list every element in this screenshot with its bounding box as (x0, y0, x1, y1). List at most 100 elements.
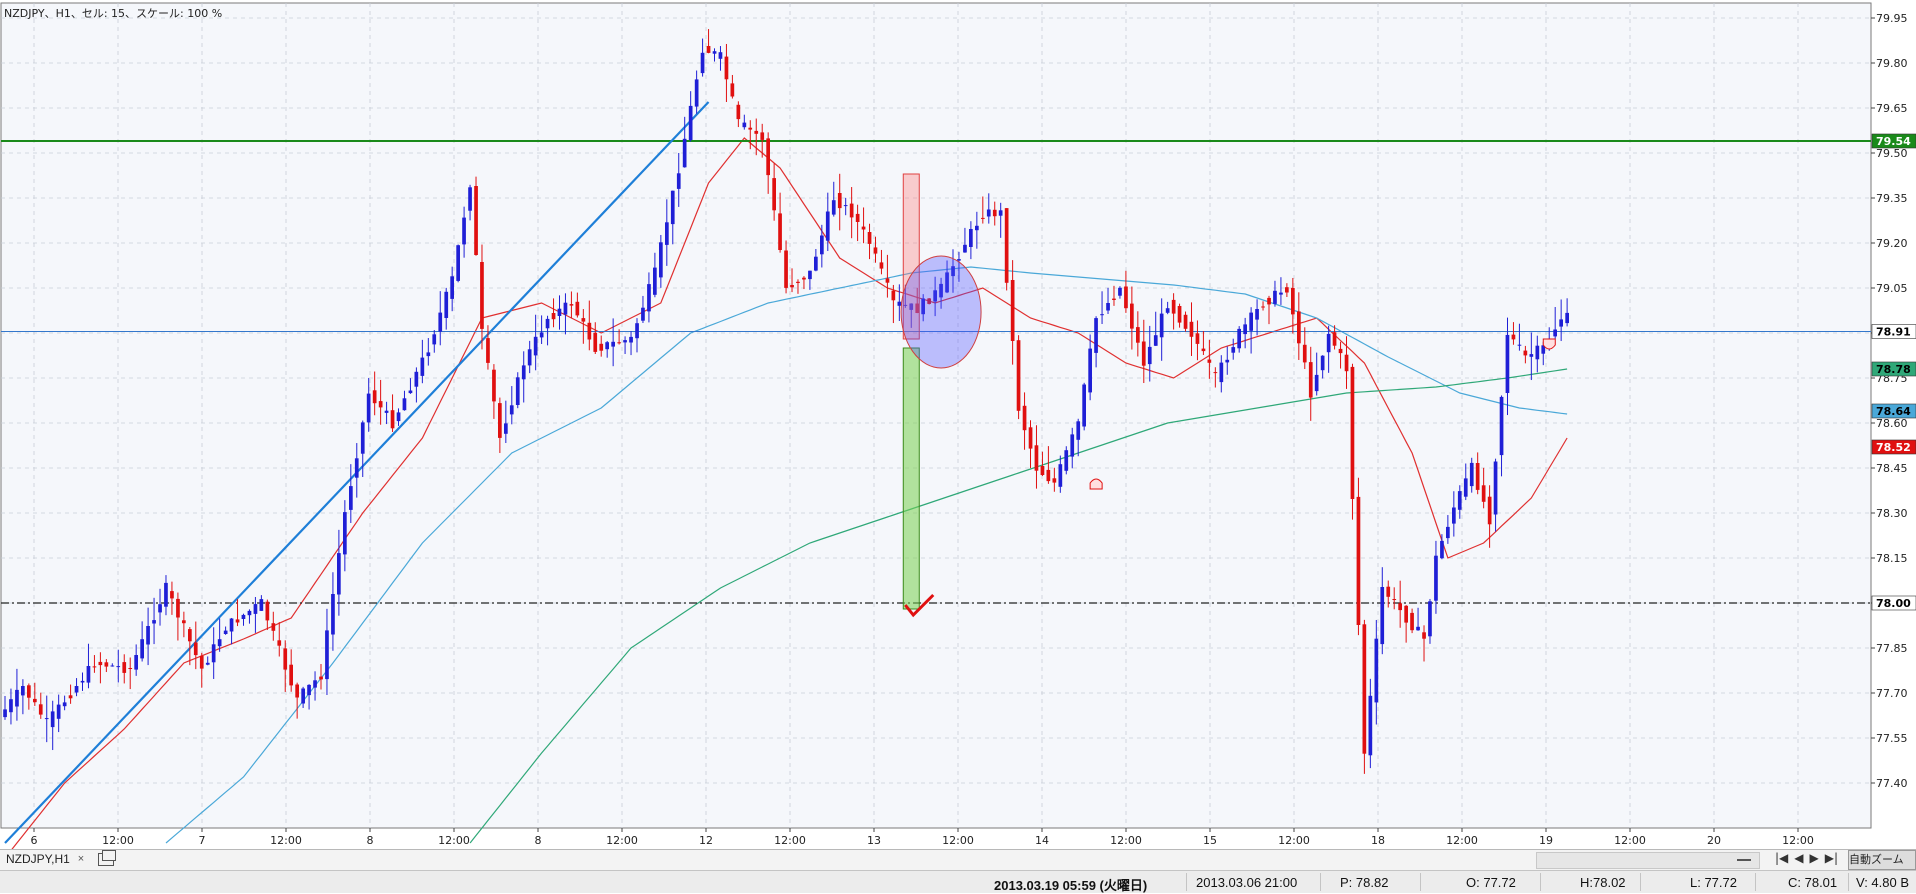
candle-body (945, 272, 949, 293)
candle-body (891, 290, 896, 301)
candle-body (229, 618, 234, 632)
candle-body (504, 423, 508, 434)
y-tick-label: 77.55 (1876, 732, 1908, 745)
candle-body (569, 304, 574, 306)
candle-body (706, 46, 711, 53)
price-tag-label: 78.91 (1876, 326, 1911, 339)
candle-body (1338, 348, 1343, 354)
candle-body (629, 336, 633, 343)
candle-body (1255, 309, 1259, 320)
close-icon[interactable]: × (77, 853, 85, 865)
horizontal-scrollbar[interactable] (1536, 852, 1760, 869)
price-tag-label: 79.54 (1876, 135, 1911, 148)
candle-body (1398, 603, 1402, 611)
candle-body (450, 276, 454, 299)
candle-body (492, 369, 496, 402)
candle-body (986, 209, 991, 217)
candle-body (700, 52, 705, 74)
candle-body (122, 662, 127, 673)
candle-body (1362, 624, 1367, 754)
candle-body (849, 203, 854, 218)
candle-body (515, 377, 520, 405)
x-axis: 6 12:00 7 12:00 8 12:00 8 12:00 12 12:00 13 12:00 14… (31, 828, 1814, 847)
first-icon[interactable]: |◀ (1775, 851, 1789, 865)
candle-body (1034, 445, 1039, 471)
auto-zoom-button[interactable]: 自動ズーム (1848, 850, 1916, 870)
candle-body (659, 242, 663, 278)
candle-body (921, 298, 925, 315)
candle-body (1141, 341, 1146, 366)
candle-body (808, 270, 812, 280)
candle-body (581, 318, 586, 322)
candle-body (599, 343, 604, 351)
x-tick-label: 12:00 (1782, 834, 1814, 847)
candle-body (635, 323, 639, 339)
candle-body (1201, 348, 1206, 352)
candle-body (825, 211, 830, 241)
candle-body (1022, 405, 1027, 431)
candle-body (951, 266, 955, 277)
candle-body (1076, 421, 1081, 440)
price-chart[interactable]: 79.9579.8079.6579.5079.3579.2079.0578.90… (0, 0, 1916, 849)
candle-body (1529, 354, 1534, 357)
candle-body (56, 704, 61, 719)
candle-body (1112, 298, 1116, 300)
candle-body (1559, 319, 1563, 327)
candle-body (593, 332, 598, 352)
candle-body (1106, 303, 1110, 311)
price-tag (1871, 595, 1916, 611)
candle-body (843, 205, 848, 207)
candle-body (1010, 280, 1015, 341)
x-tick-label: 12:00 (1614, 834, 1646, 847)
last-icon[interactable]: ▶| (1824, 851, 1839, 865)
candle-body (1177, 306, 1182, 323)
candle-body (1392, 599, 1397, 600)
candle-body (68, 695, 73, 699)
chart-tab[interactable]: NZDJPY,H1 × (0, 850, 120, 869)
y-tick-label: 78.60 (1876, 417, 1908, 430)
candle-body (349, 486, 353, 510)
candle-body (748, 127, 753, 130)
candle-body (1136, 327, 1140, 343)
candle-body (778, 213, 782, 250)
candle-body (605, 342, 609, 350)
next-icon[interactable]: ▶ (1809, 851, 1819, 865)
candle-body (1356, 496, 1361, 625)
nav-buttons: |◀ ◀ ▶ ▶| (1775, 851, 1838, 865)
status-volume: V: 4.80 B (1856, 875, 1909, 890)
candle-body (563, 302, 568, 315)
candle-body (939, 283, 943, 298)
candle-body (456, 245, 460, 281)
prev-icon[interactable]: ◀ (1794, 851, 1804, 865)
candle-body (1320, 355, 1325, 371)
candle-body (1511, 334, 1516, 340)
candle-body (1332, 332, 1337, 346)
plot-area (0, 2, 1872, 829)
x-tick-label: 7 (199, 834, 206, 847)
candle-body (1082, 384, 1086, 427)
candle-body (1457, 491, 1462, 510)
candle-body (1326, 333, 1331, 353)
candle-body (521, 365, 526, 380)
candle-body (283, 648, 288, 670)
x-tick-label: 12:00 (1446, 834, 1478, 847)
candle-body (1147, 346, 1152, 365)
price-tag-label: 78.64 (1876, 405, 1911, 418)
candle-body (1440, 540, 1444, 559)
candle-body (1308, 362, 1313, 398)
candle-body (295, 684, 299, 698)
window-icon[interactable] (98, 850, 117, 866)
candle-body (1535, 345, 1540, 360)
candle-body (1213, 372, 1218, 374)
candle-body (641, 307, 645, 321)
candle-body (1463, 478, 1468, 497)
status-p: P: 78.82 (1340, 875, 1389, 890)
candle-body (1159, 313, 1164, 338)
candle-body (38, 704, 43, 715)
highlight-ellipse (900, 255, 982, 369)
candle-body (1368, 695, 1373, 756)
candle-body (247, 610, 252, 616)
candle-body (1416, 626, 1420, 631)
candle-body (1487, 496, 1492, 525)
candle-body (1523, 350, 1528, 356)
